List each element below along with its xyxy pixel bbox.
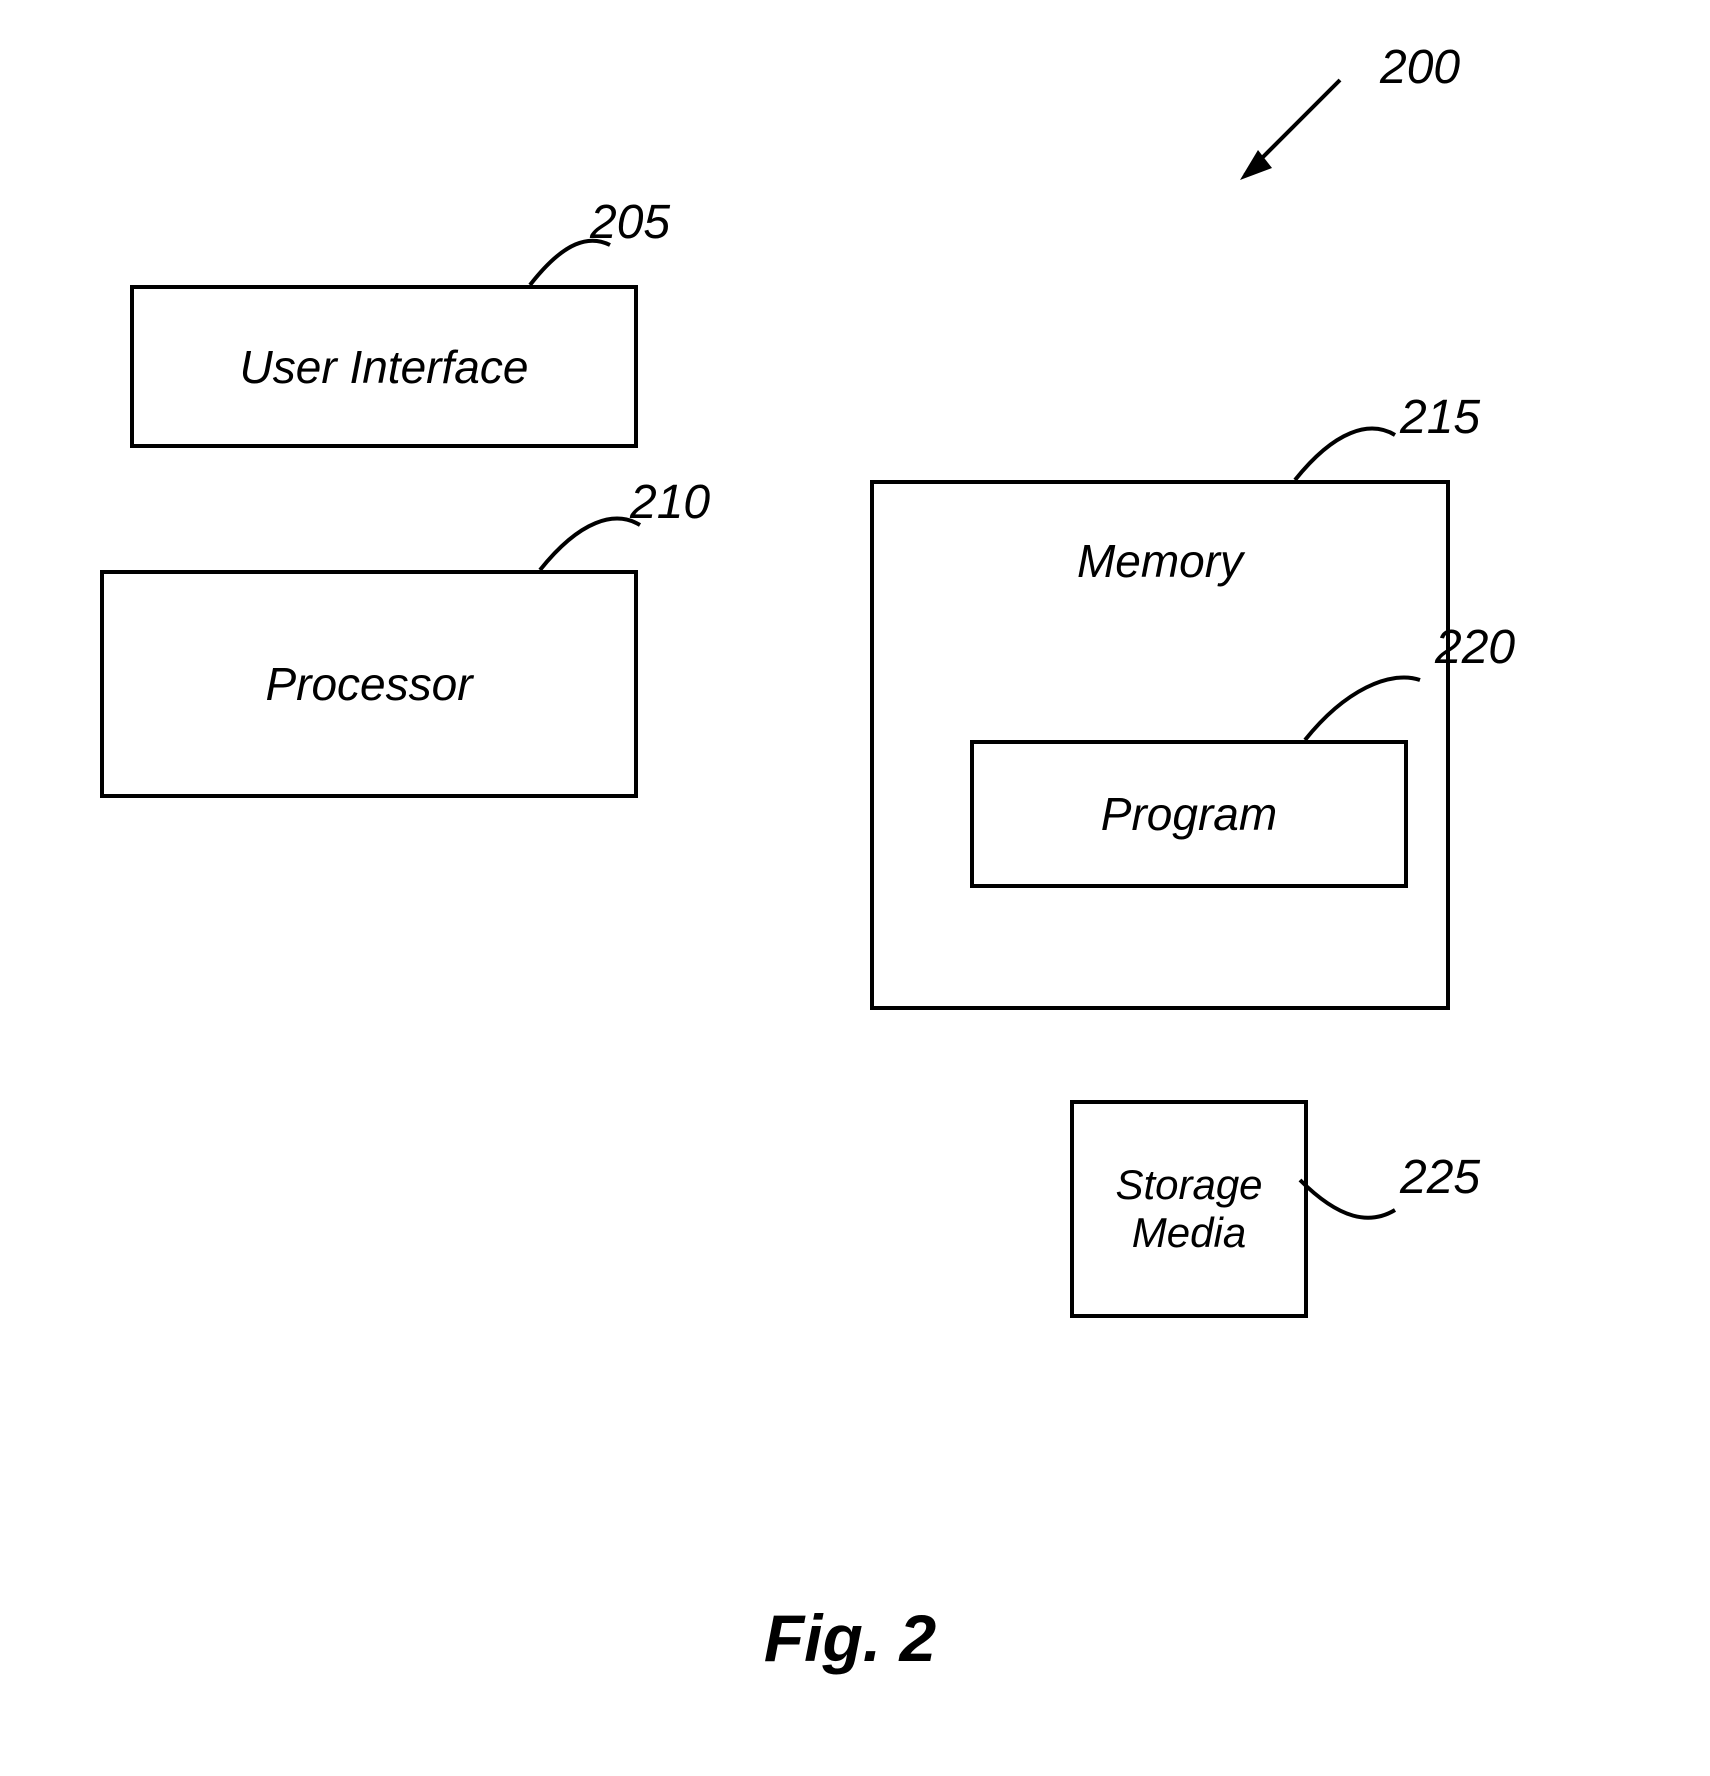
refnum-processor-text: 210 bbox=[630, 476, 710, 529]
refnum-user-interface-text: 205 bbox=[590, 196, 670, 249]
refnum-memory: 215 bbox=[1400, 390, 1480, 445]
figure-caption: Fig. 2 bbox=[700, 1600, 1000, 1676]
user-interface-label: User Interface bbox=[240, 340, 529, 394]
refnum-system-text: 200 bbox=[1380, 41, 1460, 94]
memory-label: Memory bbox=[1077, 534, 1243, 588]
system-arrow bbox=[1240, 80, 1340, 180]
diagram-overlay-svg bbox=[0, 0, 1710, 1776]
refnum-program-text: 220 bbox=[1435, 621, 1515, 674]
user-interface-box: User Interface bbox=[130, 285, 638, 448]
processor-box: Processor bbox=[100, 570, 638, 798]
storage-media-box: Storage Media bbox=[1070, 1100, 1308, 1318]
leader-processor bbox=[540, 519, 640, 570]
figure-caption-text: Fig. 2 bbox=[764, 1601, 936, 1675]
refnum-user-interface: 205 bbox=[590, 195, 670, 250]
refnum-storage-media: 225 bbox=[1400, 1150, 1480, 1205]
leader-storage-media bbox=[1300, 1180, 1395, 1218]
leader-memory bbox=[1295, 429, 1395, 480]
refnum-storage-media-text: 225 bbox=[1400, 1151, 1480, 1204]
program-box: Program bbox=[970, 740, 1408, 888]
program-label: Program bbox=[1101, 787, 1277, 841]
storage-media-label: Storage Media bbox=[1074, 1161, 1304, 1258]
refnum-program: 220 bbox=[1435, 620, 1515, 675]
refnum-system: 200 bbox=[1380, 40, 1460, 95]
processor-label: Processor bbox=[265, 657, 472, 711]
refnum-processor: 210 bbox=[630, 475, 710, 530]
refnum-memory-text: 215 bbox=[1400, 391, 1480, 444]
